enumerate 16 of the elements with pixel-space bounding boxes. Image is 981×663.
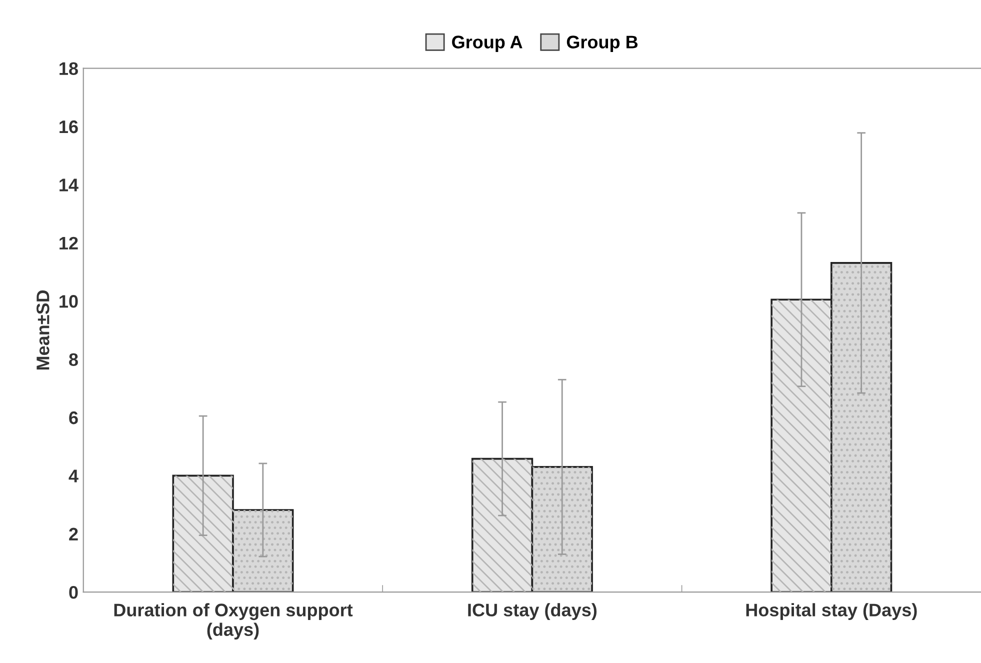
y-tick-label: 12 xyxy=(60,236,78,250)
y-tick-label: 4 xyxy=(68,470,78,482)
x-tick-label: ICU stay (days) xyxy=(468,603,597,620)
y-tick-label: 14 xyxy=(60,178,78,192)
y-axis-title: Mean±SD xyxy=(36,290,50,370)
y-tick-label: 16 xyxy=(60,120,78,134)
x-tick-label: Duration of Oxygen support (days) xyxy=(114,603,353,640)
legend-label: Group B xyxy=(566,36,638,52)
y-tick-label: 0 xyxy=(69,586,78,599)
y-tick-label: 10 xyxy=(60,295,78,308)
y-tick-label: 18 xyxy=(60,62,78,76)
y-tick-label: 6 xyxy=(69,411,78,424)
y-tick-label: 2 xyxy=(69,528,78,540)
x-tick-label: Hospital stay (Days) xyxy=(746,603,917,620)
legend-label: Group A xyxy=(452,36,522,52)
y-tick-label: 8 xyxy=(69,353,78,366)
